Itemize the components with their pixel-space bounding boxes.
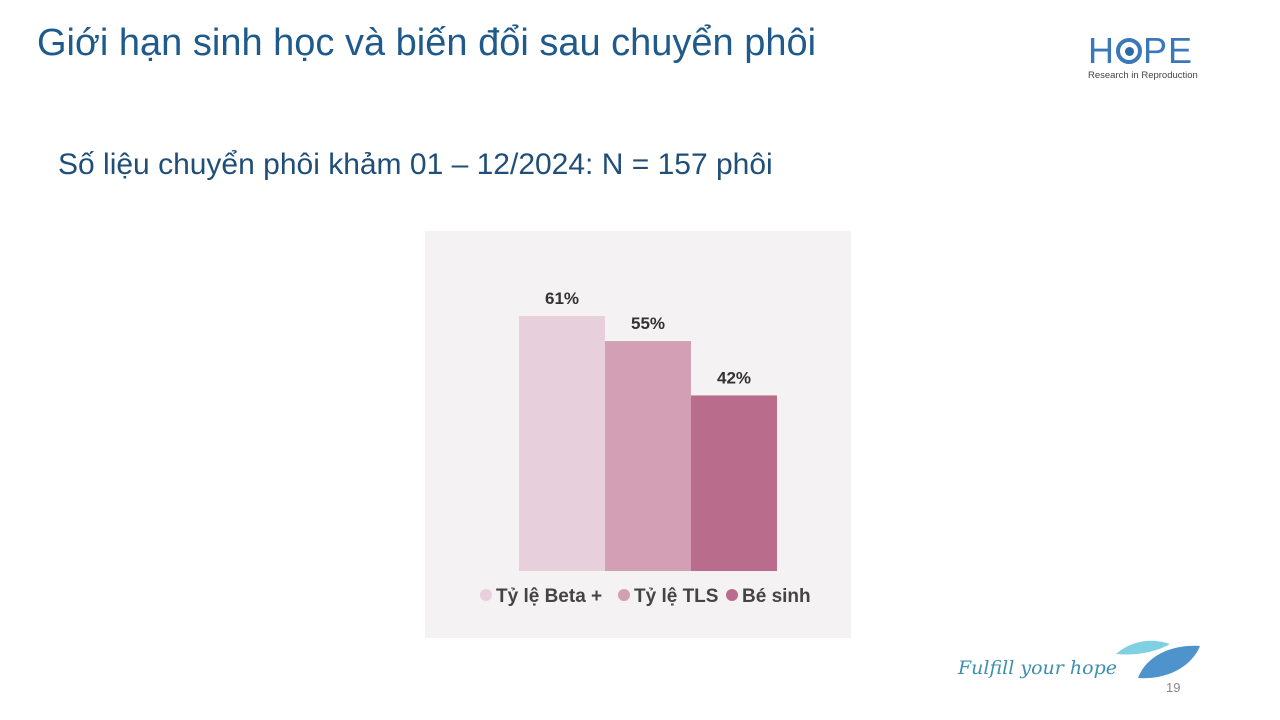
legend-label: Tỷ lệ Beta + [496, 586, 602, 607]
legend-marker [726, 589, 738, 601]
bar [605, 341, 691, 571]
slide-title: Giới hạn sinh học và biến đổi sau chuyển… [37, 22, 817, 64]
page-number: 19 [1166, 680, 1181, 695]
legend-marker [480, 589, 492, 601]
legend-label: Tỷ lệ TLS [634, 586, 718, 607]
legend-marker [618, 589, 630, 601]
logo-text-left: H [1088, 30, 1115, 71]
logo-tagline: Research in Reproduction [1088, 70, 1198, 81]
bar [519, 316, 605, 571]
chart-svg: 61% 55% 42% Tỷ lệ Beta + Tỷ lệ TLS Bé sinh [480, 289, 811, 607]
eye-icon [1116, 38, 1142, 64]
leaf-logo-icon [1116, 640, 1200, 679]
data-label: 55% [631, 314, 665, 333]
legend-label: Bé sinh [742, 586, 811, 607]
slide-subtitle: Số liệu chuyển phôi khảm 01 – 12/2024: N… [58, 148, 773, 181]
bar [691, 395, 777, 571]
data-label: 42% [717, 368, 751, 387]
hope-logo: H PE Research in Reproduction [1088, 30, 1203, 82]
footer-tagline: Fulfill your hope [958, 657, 1117, 679]
data-label: 61% [545, 289, 579, 308]
logo-text-right: PE [1143, 30, 1194, 71]
bar-chart: 61% 55% 42% Tỷ lệ Beta + Tỷ lệ TLS Bé sinh [425, 231, 851, 638]
